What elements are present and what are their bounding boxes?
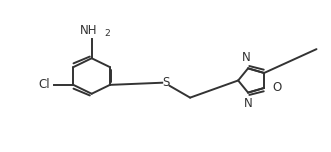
- Text: NH: NH: [80, 24, 97, 37]
- Text: 2: 2: [104, 29, 110, 38]
- Text: O: O: [272, 81, 282, 95]
- Text: S: S: [162, 76, 169, 89]
- Text: N: N: [242, 51, 251, 64]
- Text: N: N: [244, 97, 253, 110]
- Text: Cl: Cl: [39, 78, 50, 91]
